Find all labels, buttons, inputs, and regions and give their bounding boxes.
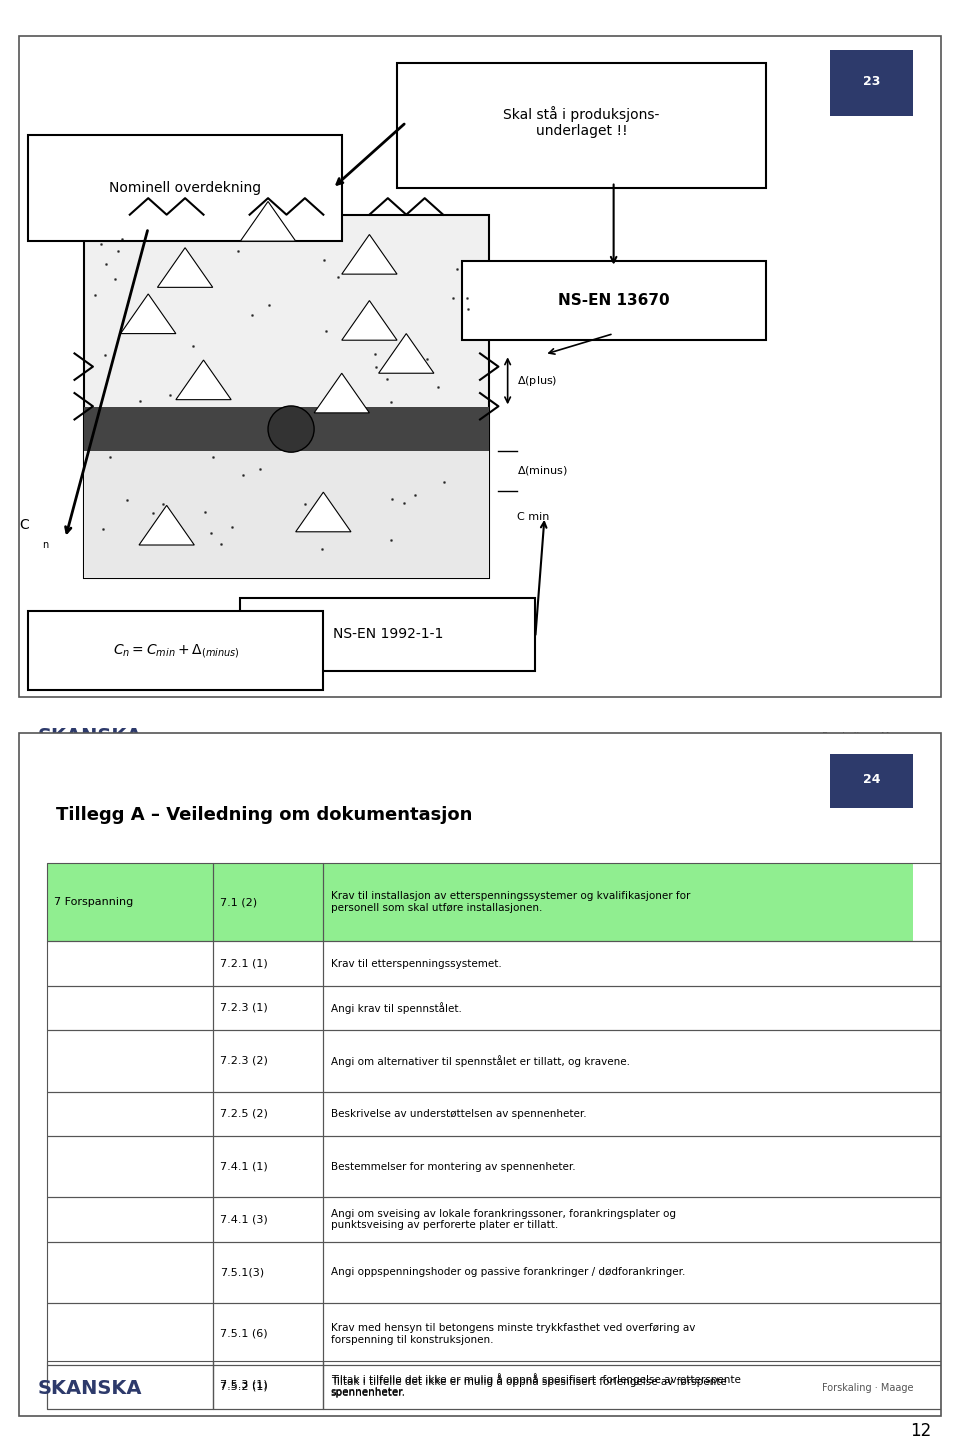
Text: NS-EN 1992-1-1: NS-EN 1992-1-1 xyxy=(333,627,443,642)
Text: Angi oppspenningshoder og passive forankringer / dødforankringer.: Angi oppspenningshoder og passive forank… xyxy=(330,1268,685,1278)
FancyBboxPatch shape xyxy=(29,135,342,241)
FancyBboxPatch shape xyxy=(397,62,766,189)
Text: 7.2.5 (2): 7.2.5 (2) xyxy=(220,1109,268,1118)
Text: 7.5.1(3): 7.5.1(3) xyxy=(220,1268,264,1278)
FancyBboxPatch shape xyxy=(47,986,913,1029)
Text: Forskaling · Maage: Forskaling · Maage xyxy=(822,1384,913,1394)
Polygon shape xyxy=(342,301,397,340)
FancyBboxPatch shape xyxy=(240,598,536,671)
Text: Beskrivelse av understøttelsen av spennenheter.: Beskrivelse av understøttelsen av spenne… xyxy=(330,1109,587,1118)
Polygon shape xyxy=(121,293,176,334)
Polygon shape xyxy=(240,202,296,241)
Text: Tiltak i tilfelle det ikke er mulig å oppnå spesifisert forlengelse av førspente: Tiltak i tilfelle det ikke er mulig å op… xyxy=(330,1375,727,1398)
Text: 23: 23 xyxy=(863,74,880,87)
FancyBboxPatch shape xyxy=(47,862,913,941)
Text: Angi krav til spennstålet.: Angi krav til spennstålet. xyxy=(330,1002,462,1013)
Text: NS-EN 13670: NS-EN 13670 xyxy=(558,293,669,308)
Text: C min: C min xyxy=(516,513,549,521)
FancyBboxPatch shape xyxy=(29,611,324,690)
Text: 12: 12 xyxy=(910,1423,931,1440)
Text: n: n xyxy=(42,540,49,550)
Text: 7.5.1 (6): 7.5.1 (6) xyxy=(220,1329,268,1339)
FancyBboxPatch shape xyxy=(19,733,941,1416)
FancyBboxPatch shape xyxy=(830,754,913,809)
Polygon shape xyxy=(139,505,194,544)
FancyBboxPatch shape xyxy=(84,407,490,452)
Text: $\Delta$(minus): $\Delta$(minus) xyxy=(516,465,568,478)
Text: Angi om alternativer til spennstålet er tillatt, og kravene.: Angi om alternativer til spennstålet er … xyxy=(330,1056,630,1067)
Polygon shape xyxy=(342,234,397,274)
FancyBboxPatch shape xyxy=(84,452,490,578)
FancyBboxPatch shape xyxy=(462,261,766,340)
Polygon shape xyxy=(378,334,434,373)
FancyBboxPatch shape xyxy=(84,215,490,578)
Text: Tiltak i tilfelle det ikke er mulig å oppnå spesifisert  forlengelse av etterspe: Tiltak i tilfelle det ikke er mulig å op… xyxy=(330,1374,740,1397)
FancyBboxPatch shape xyxy=(47,941,913,986)
FancyBboxPatch shape xyxy=(47,1092,913,1135)
Text: 24: 24 xyxy=(863,772,880,786)
Polygon shape xyxy=(176,360,231,399)
FancyBboxPatch shape xyxy=(47,1241,913,1302)
FancyBboxPatch shape xyxy=(47,1029,913,1092)
FancyBboxPatch shape xyxy=(47,1198,913,1241)
Text: 7.2.3 (1): 7.2.3 (1) xyxy=(220,1003,268,1013)
Text: Krav med hensyn til betongens minste trykkfasthet ved overføring av
forspenning : Krav med hensyn til betongens minste try… xyxy=(330,1323,695,1345)
Ellipse shape xyxy=(268,407,314,452)
Text: C: C xyxy=(19,518,29,533)
FancyBboxPatch shape xyxy=(19,36,941,697)
Text: Krav til etterspenningssystemet.: Krav til etterspenningssystemet. xyxy=(330,958,501,968)
Text: SKANSKA: SKANSKA xyxy=(37,727,142,746)
Text: $\Delta$(plus): $\Delta$(plus) xyxy=(516,373,557,388)
Text: 7.4.1 (3): 7.4.1 (3) xyxy=(220,1214,268,1224)
FancyBboxPatch shape xyxy=(830,49,913,116)
Text: 7.1 (2): 7.1 (2) xyxy=(220,897,257,908)
Polygon shape xyxy=(314,373,370,412)
Text: Bestemmelser for montering av spennenheter.: Bestemmelser for montering av spennenhet… xyxy=(330,1162,575,1172)
Text: Forskaling · Maage: Forskaling · Maage xyxy=(822,732,913,742)
FancyBboxPatch shape xyxy=(47,1361,913,1408)
FancyBboxPatch shape xyxy=(47,1135,913,1198)
Text: 7.5.2 (1): 7.5.2 (1) xyxy=(220,1382,268,1391)
Text: Krav til installasjon av etterspenningssystemer og kvalifikasjoner for
personell: Krav til installasjon av etterspenningss… xyxy=(330,892,690,913)
Text: Angi om sveising av lokale forankringssoner, forankringsplater og
punktsveising : Angi om sveising av lokale forankringsso… xyxy=(330,1208,676,1230)
Text: 7.2.3 (2): 7.2.3 (2) xyxy=(220,1056,268,1066)
Polygon shape xyxy=(296,492,351,531)
Text: Skal stå i produksjons-
underlaget !!: Skal stå i produksjons- underlaget !! xyxy=(503,106,660,138)
Text: 7.5.3 (1): 7.5.3 (1) xyxy=(220,1379,268,1390)
Text: 7.4.1 (1): 7.4.1 (1) xyxy=(220,1162,268,1172)
Text: SKANSKA: SKANSKA xyxy=(37,1379,142,1398)
FancyBboxPatch shape xyxy=(47,1302,913,1365)
Text: $C_n = C_{min} + \Delta_{(minus)}$: $C_n = C_{min} + \Delta_{(minus)}$ xyxy=(112,642,239,659)
Text: Nominell overdekning: Nominell overdekning xyxy=(109,182,261,195)
Text: 7 Forspanning: 7 Forspanning xyxy=(54,897,133,908)
Text: 7.2.1 (1): 7.2.1 (1) xyxy=(220,958,268,968)
FancyBboxPatch shape xyxy=(47,1365,913,1408)
Polygon shape xyxy=(157,248,213,287)
Text: Tillegg A – Veiledning om dokumentasjon: Tillegg A – Veiledning om dokumentasjon xyxy=(56,806,472,825)
